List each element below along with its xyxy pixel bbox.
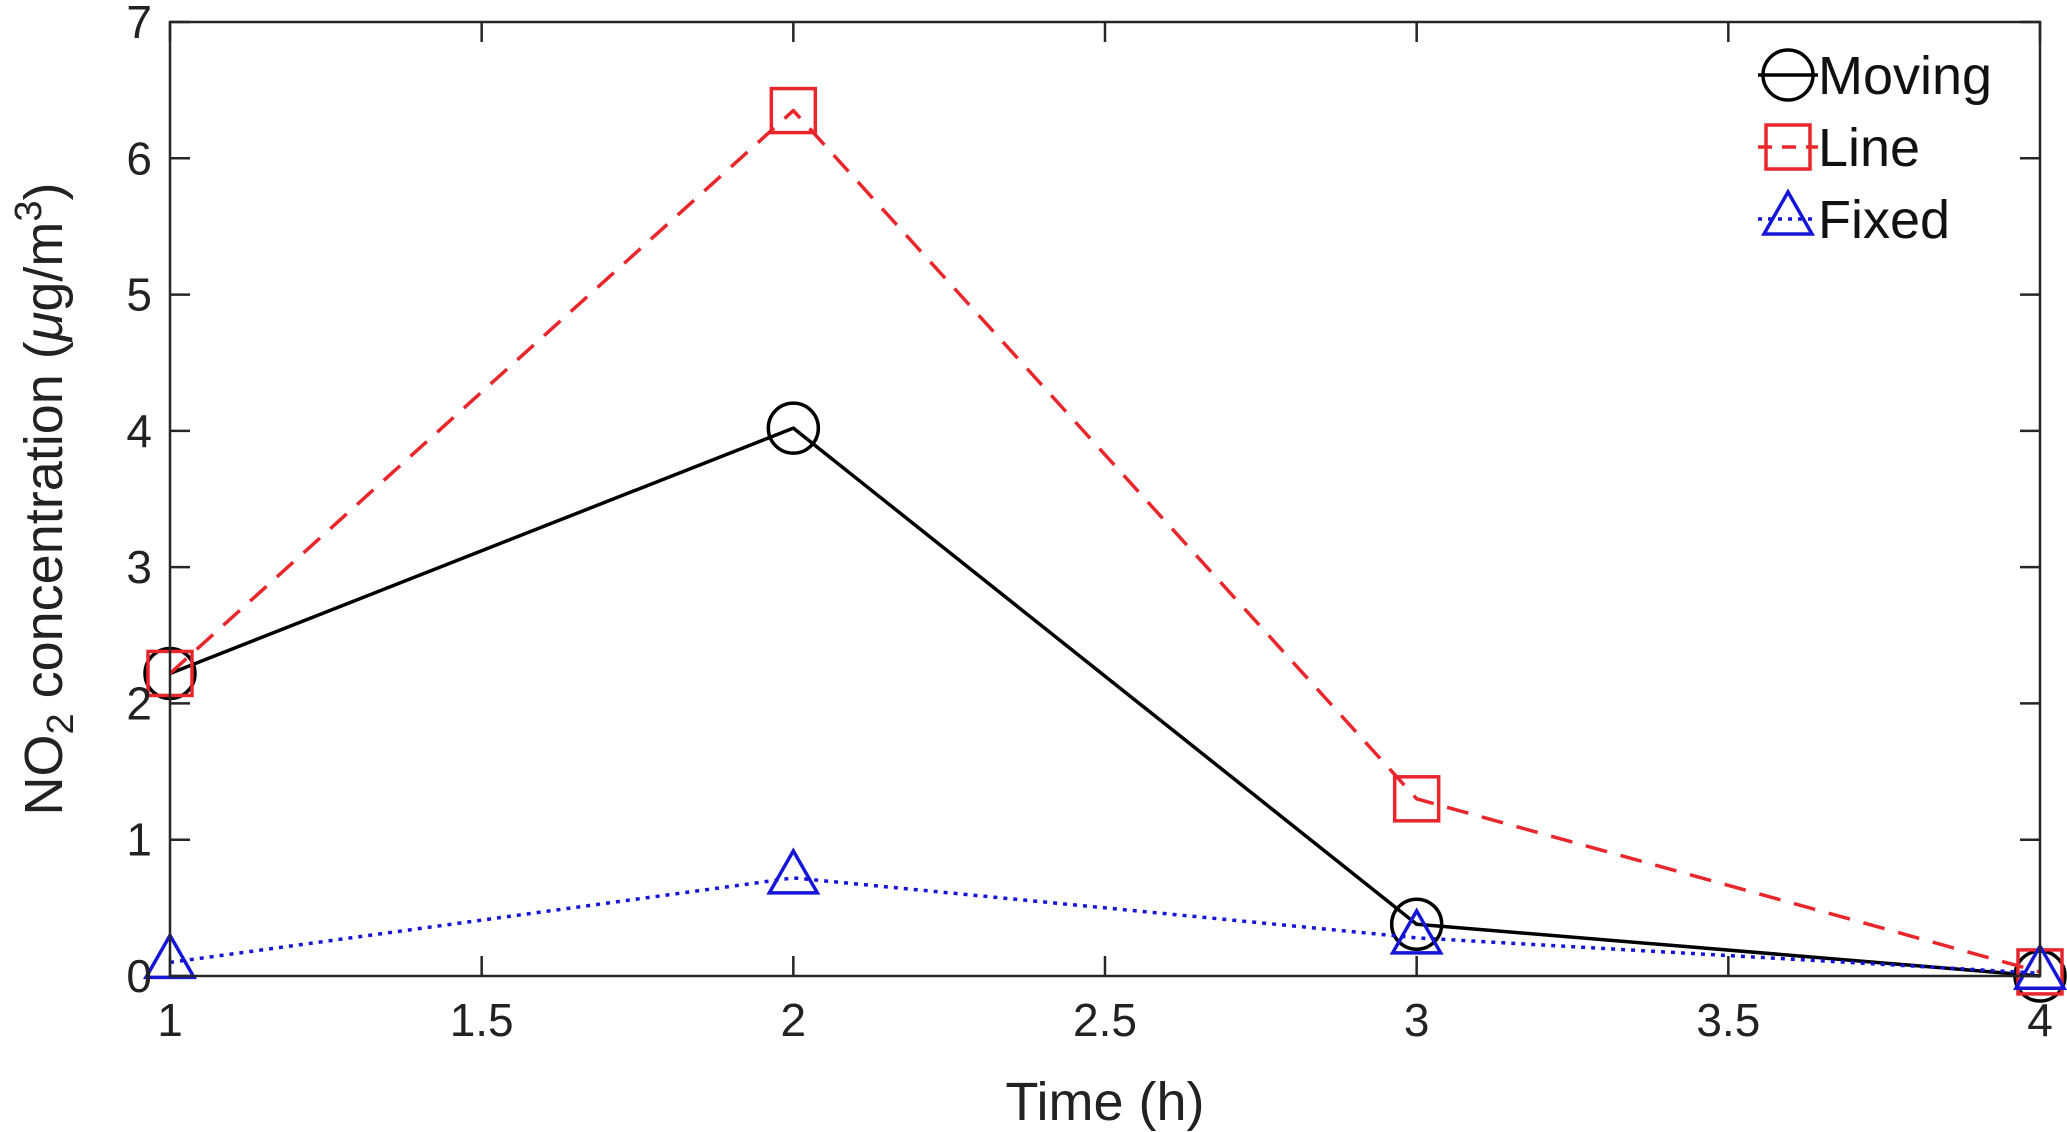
- legend-label-fixed: Fixed: [1818, 190, 1950, 250]
- data-point-moving-2: [766, 401, 821, 455]
- y-tick-label: 1: [126, 814, 152, 866]
- y-tick-label: 6: [126, 132, 152, 184]
- x-tick-label: 1.5: [450, 994, 514, 1046]
- y-tick-label: 4: [126, 405, 152, 457]
- x-axis-title: Time (h): [1006, 1072, 1205, 1132]
- series-line-fixed: [169, 876, 2041, 976]
- legend-item-fixed: Fixed: [1758, 188, 1950, 250]
- x-tick-label: 3: [1404, 994, 1430, 1046]
- x-tick-label: 2.5: [1073, 994, 1137, 1046]
- legend-label-line: Line: [1818, 118, 1920, 178]
- x-tick-label: 1: [157, 994, 183, 1046]
- legend-item-moving: Moving: [1758, 46, 1992, 106]
- y-tick-label: 0: [126, 950, 152, 1002]
- x-tick-label: 3.5: [1696, 994, 1760, 1046]
- series-line-moving: [169, 426, 2041, 978]
- data-point-fixed-2: [766, 847, 821, 895]
- y-axis-title: NO2 concentration (μg/m3): [8, 182, 82, 815]
- data-point-fixed-1: [142, 931, 198, 980]
- legend-marker-fixed: [1760, 188, 1816, 236]
- y-tick-label: 3: [126, 541, 152, 593]
- y-tick-label: 2: [126, 677, 152, 729]
- data-point-fixed-4: [2012, 942, 2067, 991]
- y-tick-label: 5: [126, 269, 152, 321]
- plot-area: [170, 22, 2040, 976]
- series-line-line: [168, 108, 2041, 974]
- legend-item-line: Line: [1758, 118, 1920, 178]
- x-tick-label: 4: [2027, 994, 2053, 1046]
- y-tick-label: 7: [126, 0, 152, 48]
- data-point-fixed-3: [1389, 907, 1444, 955]
- legend-marker-moving: [1761, 48, 1815, 102]
- axes-box: [168, 20, 2042, 978]
- legend: Moving Line Fixed: [1758, 46, 1992, 250]
- legend-label-moving: Moving: [1818, 46, 1992, 106]
- series-fixed: [142, 847, 2067, 991]
- data-point-line-2: [769, 86, 818, 135]
- x-tick-label: 2: [781, 994, 807, 1046]
- data-point-line-3: [1392, 775, 1441, 823]
- data-point-moving-3: [1389, 897, 1444, 951]
- legend-marker-line: [1764, 123, 1812, 171]
